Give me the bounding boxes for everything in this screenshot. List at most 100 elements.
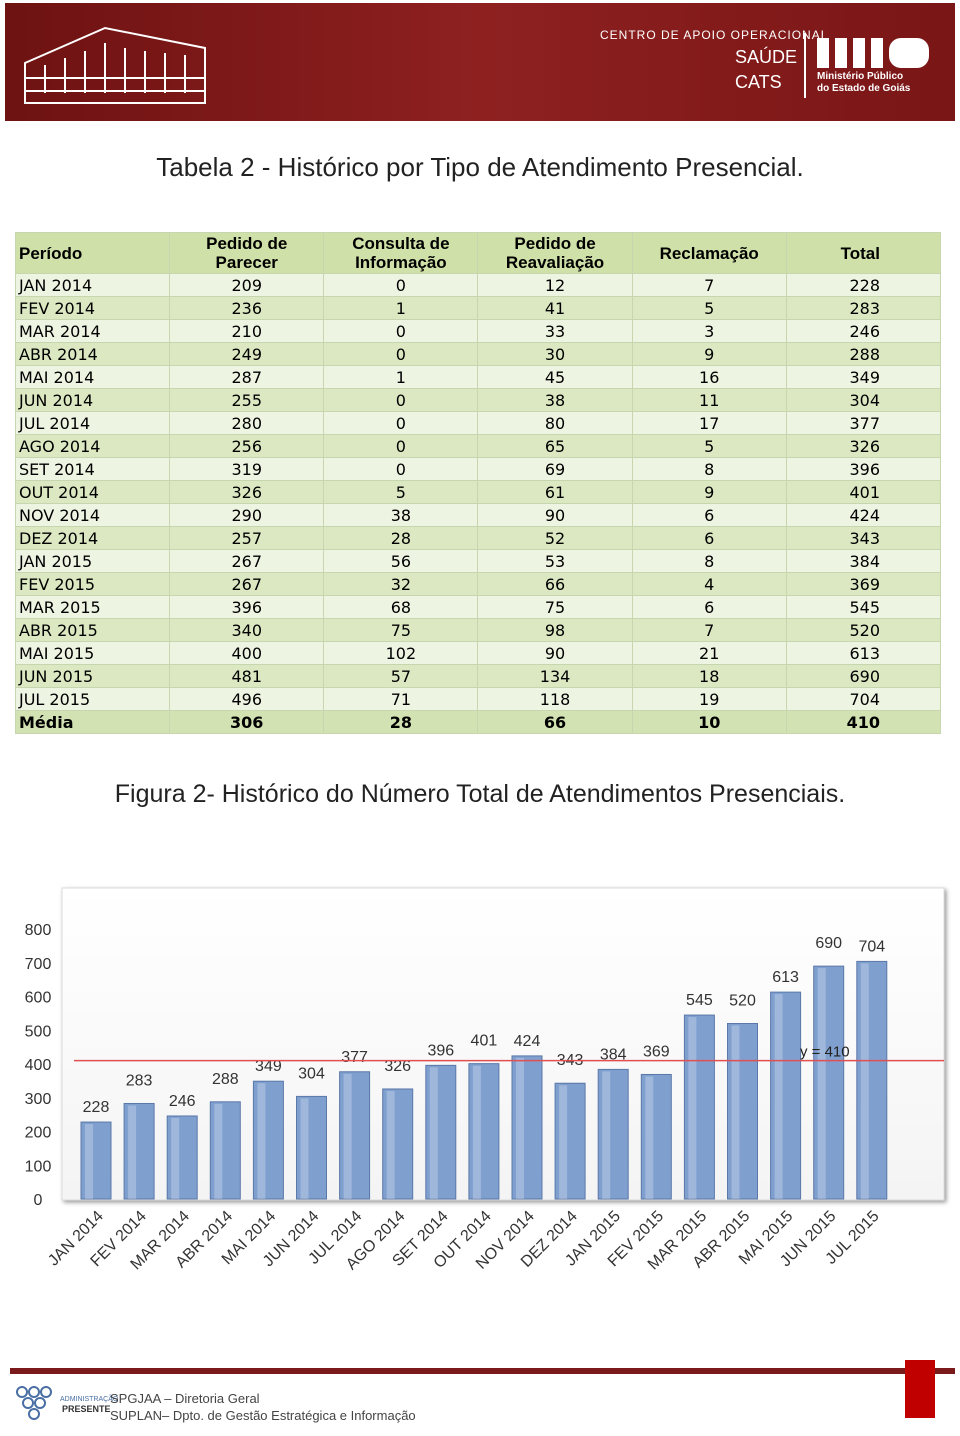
table-row: MAR 2015 396 68 75 6 545 xyxy=(14,595,942,619)
table-cell: 349 xyxy=(785,365,942,389)
table-cell: SET 2014 xyxy=(14,457,171,481)
table-cell: ABR 2014 xyxy=(14,342,171,366)
table-cell: 424 xyxy=(785,503,942,527)
table-row: MAR 2014 210 0 33 3 246 xyxy=(14,319,942,343)
table-cell: 384 xyxy=(785,549,942,573)
table-cell: 377 xyxy=(785,411,942,435)
bar xyxy=(770,991,802,1200)
bar xyxy=(425,1064,457,1200)
bar-highlight xyxy=(645,1076,654,1199)
bar xyxy=(813,965,845,1200)
table-cell: 1 xyxy=(323,296,479,320)
table-cell: 401 xyxy=(785,480,942,504)
table-cell: 90 xyxy=(477,503,633,527)
value-label: 349 xyxy=(255,1058,282,1075)
table-cell: MAR 2014 xyxy=(14,319,171,343)
table-cell: 210 xyxy=(169,319,325,343)
value-label: 401 xyxy=(471,1033,498,1050)
bar-highlight xyxy=(429,1067,438,1199)
value-label: 396 xyxy=(427,1042,454,1059)
value-label: 424 xyxy=(514,1033,541,1050)
header-line3: CATS xyxy=(735,72,782,92)
table-row: ABR 2015 340 75 98 7 520 xyxy=(14,618,942,642)
table-cell: 267 xyxy=(169,572,325,596)
table-cell: 30 xyxy=(477,342,633,366)
table-row: JUN 2015 481 57 134 18 690 xyxy=(14,664,942,688)
header: CENTRO DE APOIO OPERACIONAL SAÚDE CATS M… xyxy=(5,3,955,121)
table-cell: 8 xyxy=(631,457,787,481)
table-cell: 19 xyxy=(631,687,787,711)
table-cell: 369 xyxy=(785,572,942,596)
table-row: FEV 2014 236 1 41 5 283 xyxy=(14,296,942,320)
table-cell: 45 xyxy=(477,365,633,389)
table-cell: 71 xyxy=(323,687,479,711)
table-cell: JAN 2014 xyxy=(14,273,171,297)
table-cell: 75 xyxy=(477,595,633,619)
figure-caption: Figura 2- Histórico do Número Total de A… xyxy=(114,780,846,808)
table-cell: 10 xyxy=(631,710,787,734)
footer-line1: SPGJAA – Diretoria Geral xyxy=(110,1391,260,1406)
table-cell: 410 xyxy=(785,710,942,734)
bar xyxy=(166,1115,198,1200)
table-cell: 228 xyxy=(785,273,942,297)
table-cell: ABR 2015 xyxy=(14,618,171,642)
data-table: Período Pedido de Parecer Consulta de Info… xyxy=(14,232,942,734)
table-cell: 0 xyxy=(323,434,479,458)
table-cell: 0 xyxy=(323,319,479,343)
table-cell: 0 xyxy=(323,411,479,435)
table-cell: 306 xyxy=(169,710,325,734)
table-cell: 249 xyxy=(169,342,325,366)
bar xyxy=(511,1055,543,1200)
table-cell: 69 xyxy=(477,457,633,481)
table-cell: NOV 2014 xyxy=(14,503,171,527)
y-tick-label: 800 xyxy=(25,922,52,939)
table-cell: 38 xyxy=(477,388,633,412)
column-header: Pedido de Parecer xyxy=(169,232,325,274)
table-cell: 9 xyxy=(631,480,787,504)
footer-line2: SUPLAN– Dpto. de Gestão Estratégica e In… xyxy=(110,1408,416,1423)
table-row: MAI 2014 287 1 45 16 349 xyxy=(14,365,942,389)
table-cell: JUN 2014 xyxy=(14,388,171,412)
bar xyxy=(597,1068,629,1200)
bar xyxy=(209,1101,241,1200)
table-cell: 57 xyxy=(323,664,479,688)
table-cell: 0 xyxy=(323,342,479,366)
table-cell: 102 xyxy=(323,641,479,665)
value-label: 246 xyxy=(169,1093,196,1110)
table-cell: AGO 2014 xyxy=(14,434,171,458)
table-cell: 257 xyxy=(169,526,325,550)
table-cell: 65 xyxy=(477,434,633,458)
column-header: Período xyxy=(14,232,171,274)
table-cell: 38 xyxy=(323,503,479,527)
table-cell: 481 xyxy=(169,664,325,688)
y-tick-label: 400 xyxy=(25,1057,52,1074)
table-cell: 704 xyxy=(785,687,942,711)
value-label: 304 xyxy=(298,1065,325,1082)
table-cell: 68 xyxy=(323,595,479,619)
table-cell: JUL 2015 xyxy=(14,687,171,711)
bar xyxy=(382,1088,414,1200)
table-cell: 280 xyxy=(169,411,325,435)
table-row: MAI 2015 400 102 90 21 613 xyxy=(14,641,942,665)
table-cell: 5 xyxy=(631,296,787,320)
bar-highlight xyxy=(559,1085,568,1199)
bar-highlight xyxy=(472,1065,481,1199)
value-label: 228 xyxy=(83,1099,110,1116)
table-cell: 98 xyxy=(477,618,633,642)
table-cell: 75 xyxy=(323,618,479,642)
table-cell: 61 xyxy=(477,480,633,504)
value-label: 613 xyxy=(772,969,799,986)
bar-highlight xyxy=(774,994,783,1199)
table-cell: MAI 2015 xyxy=(14,641,171,665)
bar-highlight xyxy=(128,1105,137,1199)
table-cell: 11 xyxy=(631,388,787,412)
table-cell: 287 xyxy=(169,365,325,389)
table-cell: 28 xyxy=(323,526,479,550)
table-cell: 0 xyxy=(323,273,479,297)
bar xyxy=(123,1102,155,1200)
average-row: Média 306 28 66 10 410 xyxy=(14,710,942,734)
bar xyxy=(252,1080,284,1200)
bar-highlight xyxy=(171,1117,180,1199)
bar-highlight xyxy=(602,1071,611,1199)
